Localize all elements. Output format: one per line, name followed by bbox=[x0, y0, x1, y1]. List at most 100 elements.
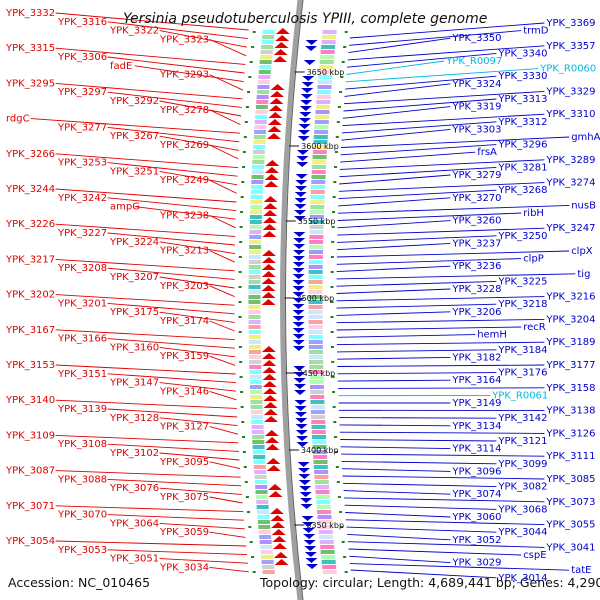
left-callout-line bbox=[55, 540, 247, 547]
forward-gene-arrow bbox=[297, 136, 310, 141]
right-gene-label: YPK_3319 bbox=[451, 102, 501, 113]
left-callout-line bbox=[159, 382, 237, 392]
forward-gene-arrow bbox=[296, 150, 309, 155]
gene-feature-block bbox=[255, 495, 268, 499]
right-gene-label: YPK_3142 bbox=[497, 413, 547, 424]
feature-marker bbox=[242, 451, 246, 453]
feature-marker bbox=[238, 316, 242, 318]
feature-marker bbox=[343, 556, 347, 558]
right-callout-lines bbox=[336, 22, 576, 579]
feature-marker bbox=[330, 301, 334, 303]
feature-marker bbox=[243, 466, 247, 468]
right-callout-line bbox=[339, 159, 545, 170]
feature-marker bbox=[248, 526, 252, 528]
right-gene-label: YPK_3074 bbox=[451, 489, 501, 500]
right-gene-label: YPK_3274 bbox=[545, 178, 595, 189]
right-gene-label: YPK_3149 bbox=[451, 398, 501, 409]
gene-feature-block bbox=[319, 535, 334, 539]
left-callout-line bbox=[159, 346, 236, 358]
left-gene-label: YPK_3076 bbox=[109, 483, 159, 494]
feature-marker bbox=[334, 451, 338, 453]
reverse-gene-arrow bbox=[271, 522, 286, 528]
gene-feature-block bbox=[314, 125, 329, 129]
left-callout-line bbox=[209, 179, 237, 194]
gene-feature-block bbox=[254, 475, 267, 479]
right-gene-label: YPK_3126 bbox=[545, 428, 595, 439]
gene-feature-block bbox=[249, 230, 262, 234]
right-gene-label: YPK_3279 bbox=[451, 170, 501, 181]
reverse-gene-arrow bbox=[261, 257, 276, 263]
reverse-gene-arrow bbox=[262, 381, 277, 387]
feature-marker bbox=[330, 256, 334, 258]
right-gene-label: YPK_R0060 bbox=[539, 64, 596, 75]
right-callout-line bbox=[338, 189, 497, 200]
right-callout-line bbox=[336, 326, 522, 331]
left-gene-label: YPK_3213 bbox=[159, 246, 209, 257]
gene-feature-block bbox=[308, 290, 323, 294]
forward-gene-arrow bbox=[305, 558, 318, 563]
left-callout-line bbox=[55, 294, 235, 306]
feature-marker bbox=[240, 406, 244, 408]
left-gene-label: YPK_3292 bbox=[109, 96, 159, 107]
feature-marker bbox=[239, 376, 243, 378]
right-gene-label: YPK_3216 bbox=[545, 292, 595, 303]
reverse-gene-arrow bbox=[264, 181, 279, 187]
right-gene-label: YPK_3204 bbox=[545, 314, 595, 325]
left-gene-label: YPK_3202 bbox=[5, 290, 55, 301]
right-callout-line bbox=[347, 541, 545, 548]
left-callout-line bbox=[55, 329, 235, 341]
gene-feature-block bbox=[252, 160, 265, 164]
right-callout-line bbox=[346, 52, 497, 68]
left-gene-label: YPK_3238 bbox=[159, 210, 209, 221]
gene-feature-block bbox=[309, 240, 324, 244]
right-gene-label: YPK_3134 bbox=[451, 421, 501, 432]
left-callout-line bbox=[55, 12, 249, 31]
gene-feature-block bbox=[254, 130, 267, 134]
reverse-gene-arrow bbox=[261, 250, 276, 256]
forward-gene-arrow bbox=[293, 366, 306, 371]
forward-gene-arrow bbox=[296, 442, 309, 447]
right-gene-label: YPK_3099 bbox=[497, 459, 547, 470]
gene-feature-block bbox=[309, 365, 324, 369]
forward-gene-arrow bbox=[292, 316, 305, 321]
gene-feature-block bbox=[319, 540, 334, 544]
scale-tick-label: 3400 kbp bbox=[301, 446, 339, 455]
gene-feature-block bbox=[308, 330, 323, 334]
left-gene-label: YPK_3201 bbox=[57, 298, 107, 309]
right-callout-line bbox=[344, 504, 497, 510]
feature-marker bbox=[331, 361, 335, 363]
right-callout-line bbox=[336, 311, 451, 316]
gene-feature-block bbox=[249, 380, 262, 384]
forward-gene-arrow bbox=[294, 412, 307, 417]
scale-tick-label: 3350 kbp bbox=[306, 521, 344, 530]
right-gene-label: YPK_3044 bbox=[497, 527, 547, 538]
left-callout-line bbox=[209, 109, 241, 126]
gene-feature-block bbox=[250, 390, 263, 394]
right-callout-line bbox=[337, 227, 545, 236]
right-callout-line bbox=[340, 151, 476, 163]
feature-marker bbox=[339, 91, 343, 93]
gene-feature-block bbox=[308, 280, 323, 284]
left-gene-label: YPK_3153 bbox=[5, 360, 55, 371]
gene-feature-block bbox=[251, 430, 264, 434]
reverse-gene-arrow bbox=[261, 292, 276, 298]
right-gene-label: YPK_3369 bbox=[545, 18, 595, 29]
gene-feature-block bbox=[308, 270, 323, 274]
left-gene-label: ampG bbox=[110, 202, 140, 213]
feature-track bbox=[238, 30, 348, 574]
gene-feature-block bbox=[310, 395, 325, 399]
gene-feature-block bbox=[249, 355, 262, 359]
left-gene-label: YPK_3316 bbox=[57, 17, 107, 28]
gene-feature-block bbox=[311, 185, 326, 189]
feature-marker bbox=[332, 406, 336, 408]
gene-feature-block bbox=[321, 45, 336, 49]
forward-gene-arrow bbox=[303, 60, 316, 65]
gene-feature-block bbox=[259, 60, 272, 64]
reverse-gene-arrow bbox=[261, 264, 276, 270]
gene-feature-block bbox=[255, 110, 268, 114]
reverse-gene-arrow bbox=[262, 360, 277, 366]
feature-marker bbox=[336, 121, 340, 123]
left-gene-label: YPK_3174 bbox=[159, 316, 209, 327]
gene-feature-block bbox=[253, 465, 266, 469]
gene-feature-block bbox=[320, 55, 335, 59]
